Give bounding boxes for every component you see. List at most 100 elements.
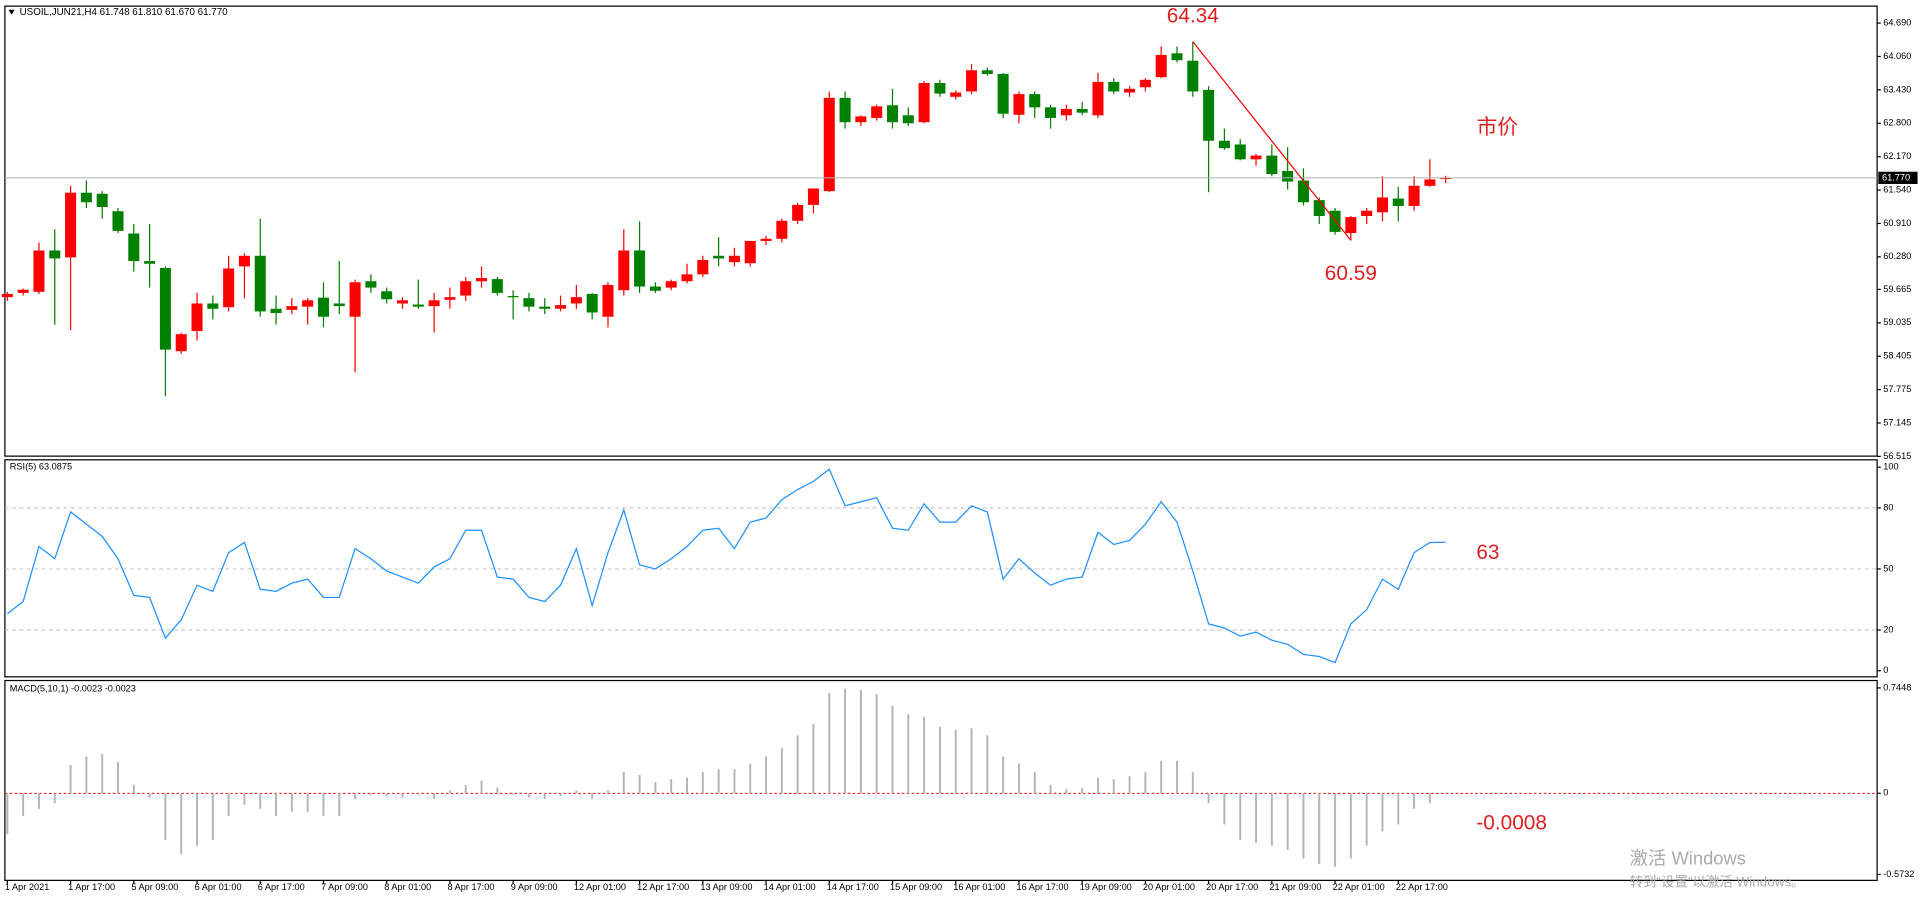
x-tick-label: 22 Apr 01:00 bbox=[1333, 882, 1385, 892]
candle-body bbox=[886, 105, 899, 123]
candle-body bbox=[396, 300, 409, 304]
candle-body bbox=[618, 250, 630, 291]
x-tick-label: 16 Apr 01:00 bbox=[953, 882, 1005, 892]
candle-body bbox=[460, 281, 472, 296]
y-tick-label: -0.5732 bbox=[1883, 869, 1914, 879]
y-tick-label: 20 bbox=[1883, 624, 1893, 634]
x-tick-label: 16 Apr 17:00 bbox=[1016, 882, 1068, 892]
x-tick-label: 8 Apr 01:00 bbox=[384, 882, 431, 892]
candle-body bbox=[1203, 89, 1215, 141]
candle-body bbox=[1013, 94, 1025, 115]
y-tick-label: 59.665 bbox=[1883, 284, 1911, 294]
x-tick-label: 13 Apr 09:00 bbox=[700, 882, 752, 892]
y-tick-label: 63.430 bbox=[1883, 84, 1911, 94]
candle-body bbox=[713, 255, 725, 259]
menu-arrow[interactable] bbox=[8, 9, 15, 15]
candle-body bbox=[839, 97, 851, 123]
candle-body bbox=[1313, 200, 1325, 217]
candle-body bbox=[1424, 179, 1436, 186]
x-tick-label: 20 Apr 17:00 bbox=[1206, 882, 1258, 892]
candle-body bbox=[65, 192, 77, 258]
candle-body bbox=[760, 238, 772, 241]
candle-body bbox=[997, 73, 1009, 114]
candle-body bbox=[744, 240, 756, 264]
candle-body bbox=[112, 211, 124, 231]
candle-body bbox=[144, 261, 156, 264]
candle-body bbox=[1029, 94, 1041, 108]
candle-body bbox=[1155, 54, 1167, 78]
candle-body bbox=[507, 296, 519, 298]
candle-body bbox=[128, 233, 140, 262]
candle-body bbox=[1392, 198, 1404, 206]
candle-body bbox=[902, 115, 914, 124]
watermark-subtitle: 转到“设置”以激活 Windows。 bbox=[1630, 874, 1805, 889]
candle-body bbox=[1045, 107, 1057, 118]
watermark-title: 激活 Windows bbox=[1630, 847, 1746, 868]
y-tick-label: 62.800 bbox=[1883, 118, 1911, 128]
candle-body bbox=[444, 297, 456, 300]
x-tick-label: 6 Apr 17:00 bbox=[258, 882, 305, 892]
candle-body bbox=[681, 274, 693, 282]
candle-body bbox=[555, 305, 567, 309]
candle-body bbox=[1408, 185, 1420, 206]
y-tick-label: 62.170 bbox=[1883, 151, 1911, 161]
y-tick-label: 0 bbox=[1883, 788, 1888, 798]
y-tick-label: 64.060 bbox=[1883, 51, 1911, 61]
candle-body bbox=[175, 334, 187, 352]
price-tag-label: 61.770 bbox=[1882, 172, 1910, 182]
candle-body bbox=[1250, 155, 1262, 160]
candle-body bbox=[317, 297, 329, 317]
candle-body bbox=[807, 188, 819, 205]
candle-body bbox=[792, 204, 804, 221]
x-tick-label: 22 Apr 17:00 bbox=[1396, 882, 1448, 892]
rsi-line bbox=[6, 468, 1446, 664]
y-tick-label: 64.690 bbox=[1883, 18, 1911, 28]
price-tag bbox=[1878, 171, 1918, 184]
candle-body bbox=[333, 303, 345, 307]
candle-body bbox=[1060, 108, 1072, 116]
candle-body bbox=[412, 304, 424, 307]
x-tick-label: 5 Apr 09:00 bbox=[131, 882, 178, 892]
x-tick-label: 12 Apr 01:00 bbox=[574, 882, 626, 892]
x-tick-label: 8 Apr 17:00 bbox=[447, 882, 494, 892]
candle-body bbox=[1266, 155, 1278, 175]
candle-body bbox=[918, 82, 930, 123]
candle-body bbox=[934, 82, 946, 94]
candle-body bbox=[286, 306, 298, 310]
candle-body bbox=[523, 298, 535, 307]
candle-body bbox=[1171, 53, 1183, 61]
y-tick-label: 0 bbox=[1883, 665, 1888, 675]
low-annotation: 60.59 bbox=[1325, 262, 1377, 285]
y-tick-label: 56.515 bbox=[1883, 451, 1911, 461]
candle-body bbox=[191, 303, 203, 332]
candle-body bbox=[1297, 180, 1309, 203]
macd-title: MACD(5,10,1) -0.0023 -0.0023 bbox=[10, 684, 136, 694]
y-tick-label: 60.280 bbox=[1883, 251, 1911, 261]
y-tick-label: 80 bbox=[1883, 502, 1893, 512]
x-tick-label: 1 Apr 17:00 bbox=[68, 882, 115, 892]
candle-body bbox=[855, 116, 867, 123]
candle-body bbox=[238, 255, 250, 267]
candle-body bbox=[697, 260, 709, 275]
y-tick-label: 100 bbox=[1883, 462, 1898, 472]
candle-body bbox=[491, 279, 503, 293]
y-tick-label: 59.035 bbox=[1883, 317, 1911, 327]
candle-body bbox=[539, 306, 551, 309]
candle-body bbox=[476, 278, 488, 282]
x-tick-label: 1 Apr 2021 bbox=[5, 882, 49, 892]
candle-body bbox=[1282, 170, 1294, 182]
candle-body bbox=[871, 106, 883, 118]
candle-body bbox=[649, 286, 661, 291]
candle-body bbox=[602, 284, 614, 317]
candle-body bbox=[981, 70, 993, 74]
candle-body bbox=[223, 268, 235, 308]
candle-body bbox=[1376, 197, 1388, 213]
price-panel bbox=[4, 5, 1878, 457]
y-tick-label: 57.775 bbox=[1883, 384, 1911, 394]
candle-body bbox=[1, 293, 13, 298]
candle-body bbox=[586, 293, 598, 313]
symbol-title: USOIL,JUN21,H4 61.748 61.810 61.670 61.7… bbox=[20, 7, 229, 18]
candle-body bbox=[270, 308, 282, 314]
candle-body bbox=[365, 281, 377, 288]
